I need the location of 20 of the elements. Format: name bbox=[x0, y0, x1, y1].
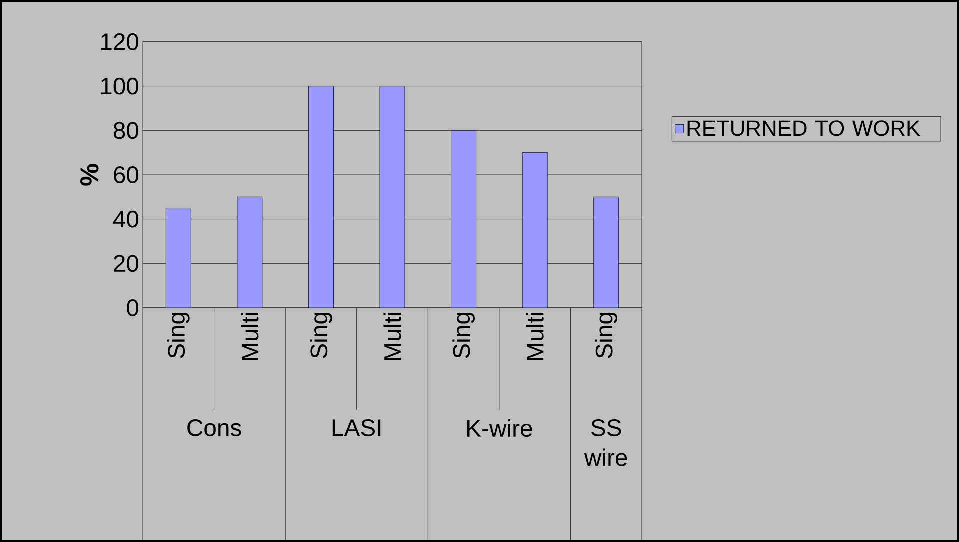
y-tick-label: 120 bbox=[101, 34, 139, 50]
text: K-wire bbox=[468, 420, 532, 438]
y-tick-label: 80 bbox=[114, 122, 139, 140]
text: SS wire bbox=[584, 420, 628, 466]
y-tick-label: 40 bbox=[113, 210, 139, 228]
x-tick-label: Sing bbox=[310, 313, 332, 358]
x-tick-label: Sing bbox=[452, 313, 475, 358]
x-tick-label: Sing bbox=[595, 313, 618, 358]
y-tick-label: 60 bbox=[114, 166, 139, 184]
text: Cons bbox=[188, 420, 242, 436]
legend-label: RETURNED TO WORK bbox=[688, 120, 920, 136]
x-tick-label: Multi bbox=[526, 313, 544, 360]
y-tick-label: 20 bbox=[114, 255, 139, 272]
x-tick-label: Sing bbox=[168, 313, 190, 358]
y-axis-title: % bbox=[80, 164, 99, 186]
y-tick-label: 0 bbox=[127, 300, 139, 316]
x-tick-label: Multi bbox=[384, 313, 402, 360]
y-tick-label: 100 bbox=[101, 78, 139, 95]
text: LASI bbox=[332, 420, 381, 436]
x-tick-label: Multi bbox=[241, 313, 259, 360]
